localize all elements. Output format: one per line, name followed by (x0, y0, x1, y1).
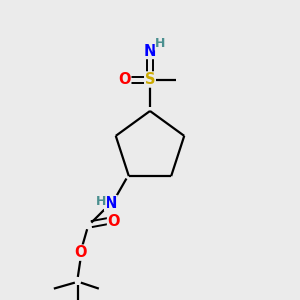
Text: N: N (144, 44, 156, 59)
Text: H: H (155, 37, 166, 50)
Text: N: N (105, 196, 117, 211)
Text: O: O (118, 72, 131, 87)
Text: H: H (96, 195, 106, 208)
Text: O: O (75, 245, 87, 260)
Text: O: O (108, 214, 120, 229)
Text: S: S (145, 72, 155, 87)
